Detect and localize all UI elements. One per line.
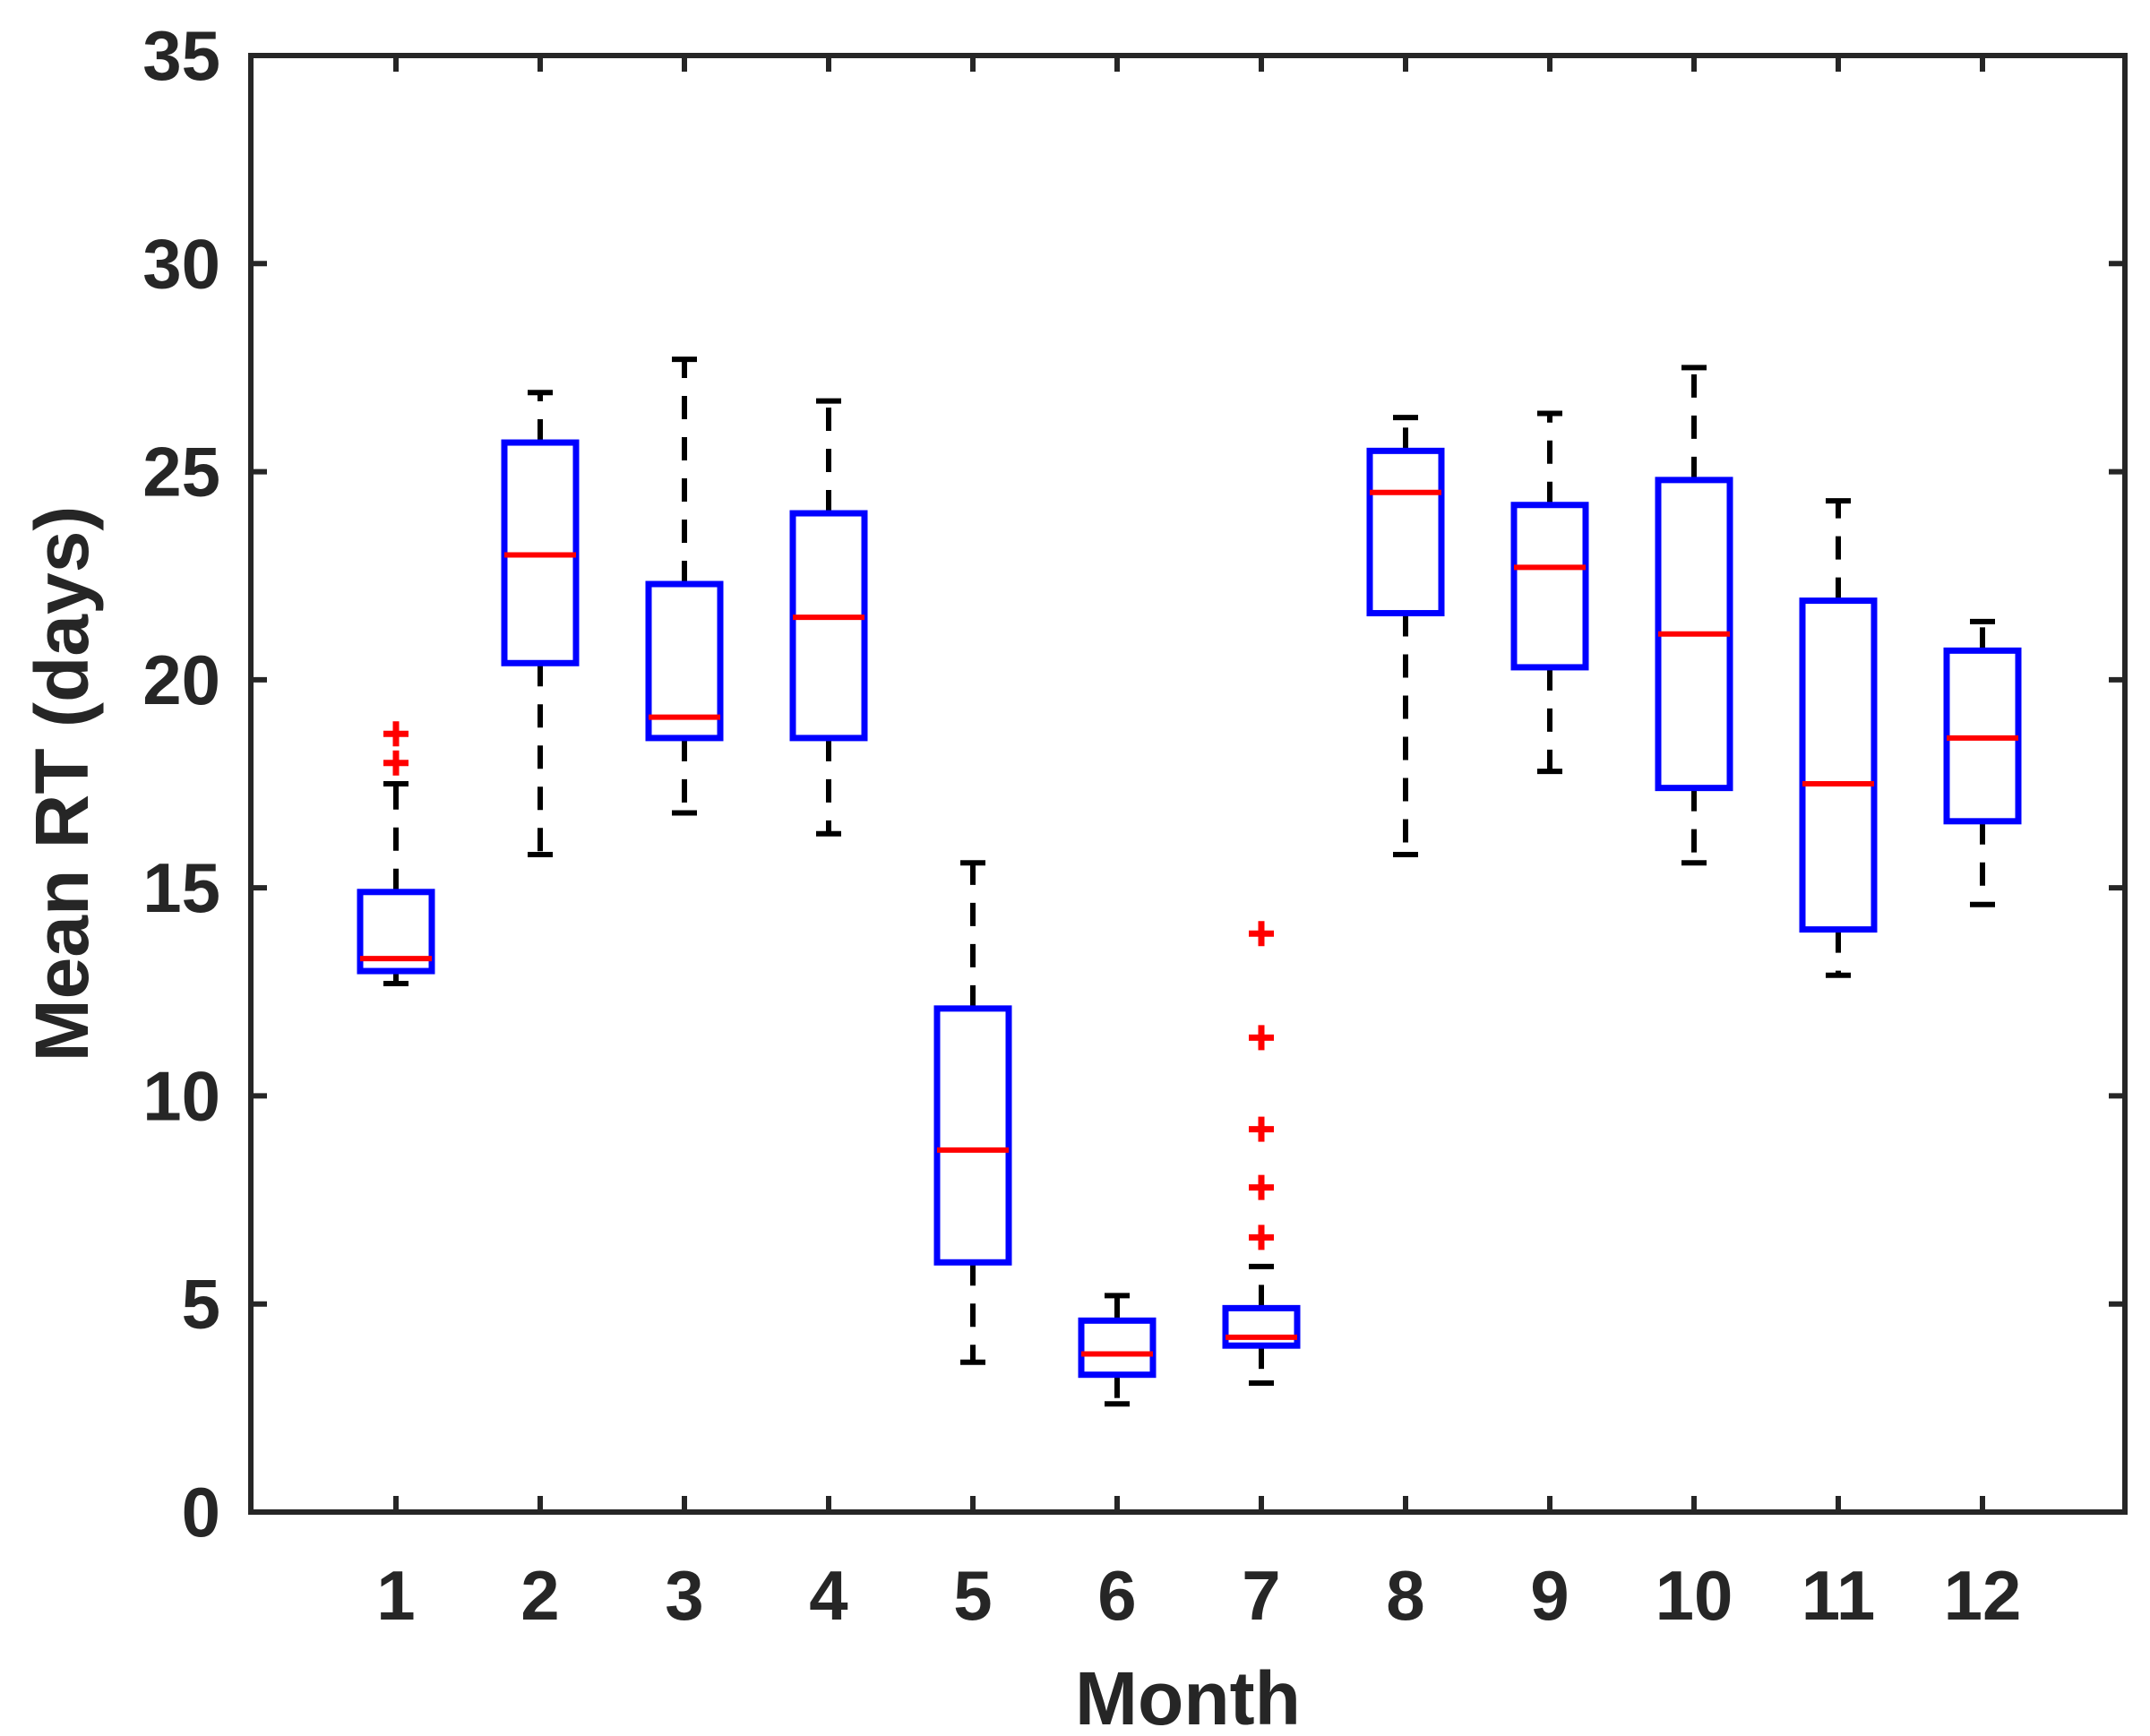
- x-tick-label: 5: [953, 1556, 992, 1635]
- x-tick-label: 3: [665, 1556, 703, 1635]
- x-tick-label: 7: [1242, 1556, 1280, 1635]
- y-tick-label: 0: [182, 1473, 220, 1551]
- box-month-2: [501, 390, 580, 857]
- box-month-8: [1366, 415, 1445, 857]
- x-tick-label: 1: [376, 1556, 415, 1635]
- y-tick-label: 35: [142, 16, 220, 95]
- x-tick-label: 4: [809, 1556, 847, 1635]
- x-axis-tick-labels: 1 2 3 4 5 6 7 8 9 10 11 12: [376, 1556, 2021, 1635]
- x-tick-label: 6: [1097, 1556, 1136, 1635]
- plot-area-frame: [248, 53, 2128, 1515]
- outlier-marker: [1249, 1225, 1274, 1250]
- boxes-layer: [357, 357, 2022, 1407]
- box-month-12: [1943, 618, 2022, 907]
- outlier-marker: [1249, 1174, 1274, 1200]
- iqr-box: [1799, 597, 1878, 933]
- box-month-9: [1510, 410, 1589, 775]
- outlier-marker: [383, 750, 408, 776]
- outlier-marker: [1249, 1025, 1274, 1051]
- box-month-4: [789, 398, 868, 837]
- x-tick-label: 2: [520, 1556, 559, 1635]
- box-month-11: [1799, 498, 1878, 978]
- axis-ticks: [251, 53, 2125, 1515]
- box-month-6: [1078, 1293, 1157, 1407]
- y-tick-label: 20: [142, 640, 220, 719]
- box-month-1: [357, 721, 435, 986]
- iqr-box: [1222, 1304, 1301, 1349]
- y-tick-label: 10: [142, 1056, 220, 1135]
- box-month-3: [645, 357, 724, 816]
- iqr-box: [933, 1005, 1012, 1266]
- y-axis-tick-labels: 0 5 10 15 20 25 30 35: [142, 16, 220, 1551]
- x-tick-label: 8: [1386, 1556, 1424, 1635]
- iqr-box: [645, 580, 724, 742]
- iqr-box: [789, 510, 868, 742]
- outlier-marker: [383, 721, 408, 747]
- box-month-7: [1222, 921, 1301, 1386]
- iqr-box: [1078, 1317, 1157, 1379]
- outlier-marker: [1249, 1116, 1274, 1142]
- outlier-marker: [1249, 921, 1274, 947]
- y-tick-label: 25: [142, 433, 220, 511]
- x-tick-label: 12: [1944, 1556, 2022, 1635]
- y-axis-label: Mean RT (days): [20, 506, 104, 1062]
- box-month-10: [1655, 365, 1733, 866]
- y-tick-label: 15: [142, 848, 220, 927]
- x-axis-label: Month: [1075, 1656, 1301, 1736]
- y-tick-label: 5: [182, 1265, 220, 1344]
- x-tick-label: 9: [1530, 1556, 1569, 1635]
- iqr-box: [1366, 447, 1445, 617]
- x-tick-label: 10: [1656, 1556, 1733, 1635]
- box-month-5: [933, 860, 1012, 1365]
- y-tick-label: 30: [142, 224, 220, 303]
- x-tick-label: 11: [1802, 1556, 1875, 1635]
- iqr-box: [1510, 502, 1589, 671]
